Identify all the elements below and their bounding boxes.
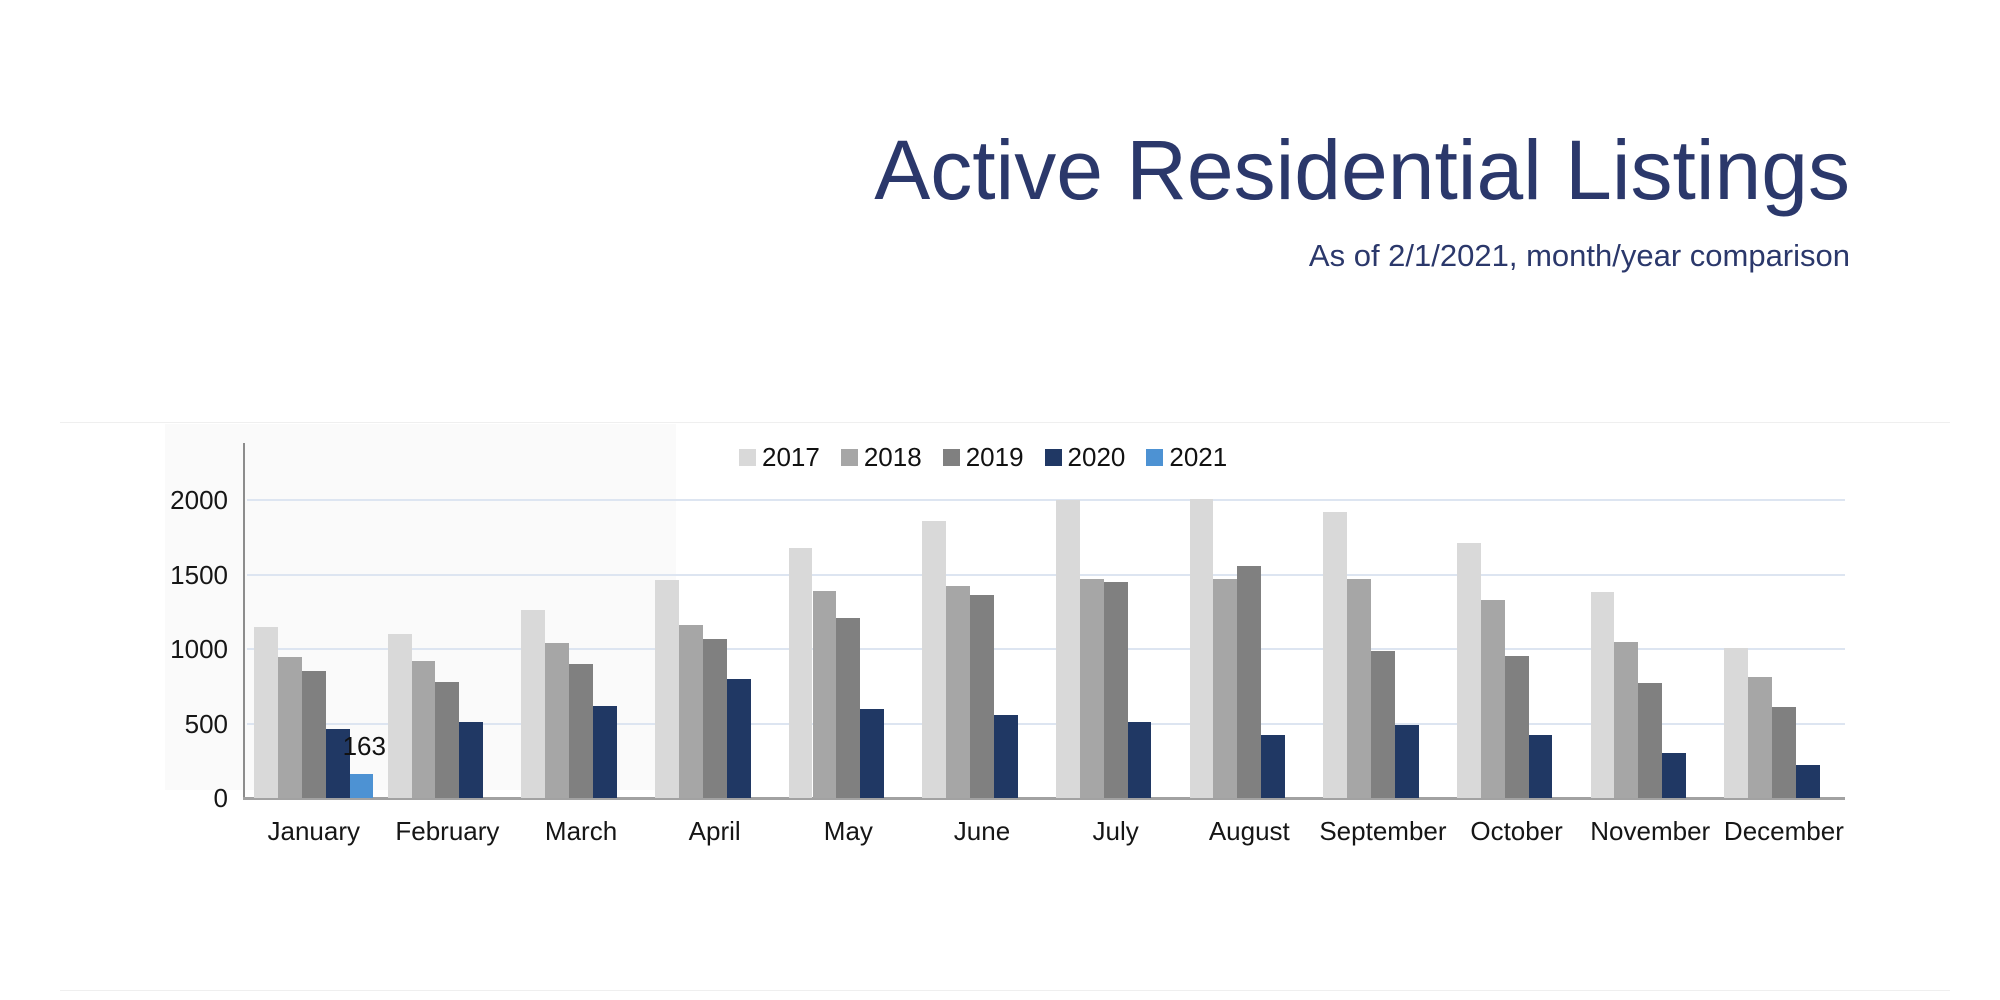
legend-label-2020: 2020 — [1067, 442, 1126, 472]
bar-2018-august — [1213, 578, 1238, 798]
bar-2018-october — [1480, 599, 1505, 798]
legend-item-2021: 2021 — [1146, 442, 1227, 472]
legend-swatch-2017 — [739, 449, 756, 466]
bar-2020-january — [325, 728, 350, 798]
bar-2018-march — [545, 643, 570, 798]
bar-2019-december — [1771, 707, 1796, 798]
bar-2017-may — [788, 547, 813, 798]
x-axis-label-april: April — [688, 816, 741, 846]
bar-2019-may — [836, 617, 861, 798]
bar-2018-september — [1347, 578, 1371, 798]
bar-2017-january — [254, 626, 278, 798]
bar-2019-july — [1103, 581, 1128, 798]
x-axis-label-june: June — [953, 816, 1011, 846]
bar-2018-april — [678, 625, 703, 798]
legend-swatch-2019 — [942, 449, 960, 466]
legend-label-2018: 2018 — [863, 442, 922, 472]
bar-2020-may — [860, 708, 885, 798]
x-axis-label-september: September — [1319, 816, 1447, 846]
x-axis-label-december: December — [1723, 816, 1844, 846]
bar-2017-september — [1323, 511, 1348, 798]
bar-2020-august — [1261, 735, 1286, 798]
bar-2020-october — [1528, 735, 1553, 798]
legend-swatch-2021 — [1146, 449, 1164, 466]
chart-frame-bottom-border — [60, 990, 1950, 991]
bar-2017-june — [922, 520, 947, 798]
bar-2018-july — [1079, 578, 1104, 798]
chart-subtitle: As of 2/1/2021, month/year comparison — [1308, 238, 1850, 273]
bar-2018-february — [411, 660, 436, 798]
bar-2020-june — [993, 714, 1018, 798]
x-axis-label-october: October — [1470, 816, 1563, 846]
bar-2019-february — [435, 681, 460, 798]
bar-2017-april — [654, 580, 679, 798]
legend-label-2019: 2019 — [965, 442, 1024, 472]
y-axis-label-1500: 1500 — [170, 559, 228, 590]
bar-2020-september — [1394, 725, 1419, 798]
bar-2018-december — [1748, 677, 1772, 798]
gridline-2000 — [247, 499, 1845, 501]
y-axis-line — [243, 443, 245, 800]
x-axis-label-march: March — [544, 816, 618, 846]
bar-2020-december — [1795, 765, 1820, 798]
bar-2018-may — [812, 590, 837, 798]
bar-2019-august — [1237, 565, 1262, 798]
chart-title: Active Residential Listings — [874, 123, 1850, 217]
bar-2020-november — [1662, 753, 1687, 798]
legend-swatch-2020 — [1044, 449, 1062, 466]
bar-2017-july — [1055, 500, 1080, 798]
bar-2018-january — [277, 657, 302, 798]
y-axis-label-0: 0 — [213, 783, 228, 813]
x-axis-line — [243, 797, 1845, 800]
bar-2019-april — [702, 638, 727, 798]
x-axis-label-january: January — [267, 816, 361, 846]
legend-item-2020: 2020 — [1044, 442, 1126, 472]
y-axis-label-1000: 1000 — [170, 634, 228, 664]
bar-chart-plot-area: 0 500 1000 1500 2000 January February March Apri… — [170, 443, 1845, 846]
x-axis-label-november: November — [1590, 816, 1711, 846]
x-axis-label-may: May — [823, 816, 873, 846]
legend-swatch-2018 — [840, 449, 858, 466]
gridline-1000 — [247, 648, 1845, 650]
bar-2020-march — [593, 705, 617, 798]
y-axis-label-2000: 2000 — [170, 485, 228, 515]
legend-item-2018: 2018 — [840, 442, 922, 472]
bar-2017-december — [1724, 647, 1749, 798]
bar-2018-june — [946, 586, 971, 798]
bar-2018-november — [1614, 641, 1639, 798]
bar-2019-march — [569, 663, 593, 798]
bar-2017-november — [1590, 592, 1615, 798]
bar-2020-february — [459, 722, 484, 798]
bar-2021-january — [349, 773, 374, 798]
chart-frame-top-border — [60, 422, 1950, 423]
chart-legend: 2017 2018 2019 2020 2021 — [739, 442, 1227, 472]
y-axis-label-500: 500 — [184, 708, 228, 739]
bar-2020-april — [726, 678, 751, 798]
x-axis-label-august: August — [1208, 816, 1290, 846]
bar-2019-october — [1504, 656, 1529, 798]
bar-2017-february — [387, 634, 412, 798]
gridline-1500 — [247, 573, 1845, 576]
bar-2020-july — [1127, 722, 1152, 798]
x-axis-label-july: July — [1092, 816, 1139, 846]
bar-2019-november — [1638, 683, 1663, 798]
bar-2019-june — [970, 595, 994, 798]
legend-item-2019: 2019 — [942, 442, 1024, 472]
bar-2019-january — [301, 670, 326, 798]
legend-label-2021: 2021 — [1169, 442, 1228, 472]
bar-2017-august — [1189, 498, 1214, 798]
gridline-500 — [247, 722, 1845, 725]
bar-2017-october — [1456, 543, 1481, 798]
data-label-2021-january: 163 — [342, 730, 386, 761]
bar-2017-march — [521, 610, 546, 798]
bar-2019-september — [1371, 650, 1395, 798]
x-axis-label-february: February — [395, 816, 500, 846]
legend-label-2017: 2017 — [762, 442, 820, 472]
legend-item-2017: 2017 — [739, 442, 820, 472]
